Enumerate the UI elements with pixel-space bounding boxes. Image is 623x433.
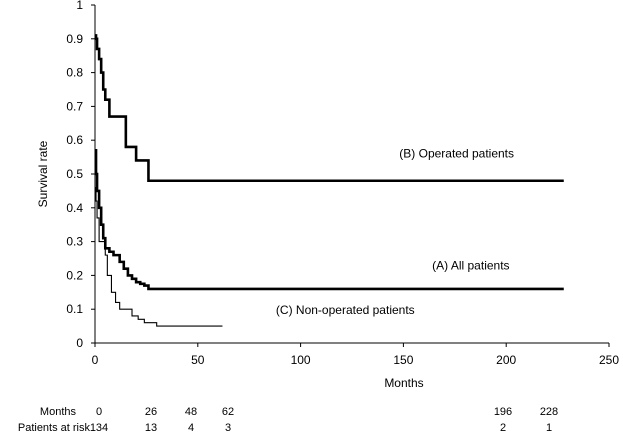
y-tick-label: 0.2	[66, 268, 83, 282]
series-line-b-operated-patients	[94, 34, 564, 183]
series-line-c-non-operated-patients	[95, 186, 223, 327]
x-tick-label: 150	[393, 353, 413, 367]
risk-month-value: 196	[494, 406, 512, 418]
series-line-a-all-patients	[94, 149, 564, 291]
axes: 0 0.1 0.2 0.3 0.4 0.5 0.6 0.7 0.8 0.9 1 0 50 100 150 20…	[36, 0, 619, 390]
y-axis-title: Survival rate	[36, 140, 50, 207]
x-tick-label: 250	[599, 353, 619, 367]
y-tick-label: 1	[76, 0, 83, 12]
series-annotation: (B) Operated patients	[399, 147, 514, 161]
risk-count-value: 1	[546, 422, 552, 433]
y-tick-label: 0.6	[66, 133, 83, 147]
y-tick-label: 0.7	[66, 99, 83, 113]
y-tick-label: 0.3	[66, 235, 83, 249]
y-tick-label: 0.4	[66, 201, 83, 215]
risk-month-value: 0	[96, 406, 102, 418]
x-tick-label: 200	[496, 353, 516, 367]
risk-row-label-months: Months	[40, 406, 77, 418]
risk-count-value: 13	[145, 422, 157, 433]
y-tick-label: 0.9	[66, 32, 83, 46]
y-tick-label: 0.8	[66, 66, 83, 80]
risk-month-value: 228	[540, 406, 558, 418]
labels-layer: (B) Operated patients (A) All patients (C)…	[276, 147, 514, 317]
risk-month-value: 48	[185, 406, 197, 418]
series-annotation: (A) All patients	[432, 258, 509, 272]
x-tick-label: 50	[191, 353, 205, 367]
series-annotation: (C) Non-operated patients	[276, 303, 415, 317]
x-axis-title: Months	[384, 376, 423, 390]
x-tick-label: 0	[92, 353, 99, 367]
risk-count-value: 2	[500, 422, 506, 433]
risk-count-value: 3	[225, 422, 231, 433]
risk-count-value: 4	[188, 422, 194, 433]
series-layer	[94, 34, 564, 327]
y-tick-label: 0	[76, 336, 83, 350]
risk-count-value: 134	[90, 422, 108, 433]
x-tick-label: 100	[291, 353, 311, 367]
risk-month-value: 62	[222, 406, 234, 418]
y-tick-label: 0.1	[66, 302, 83, 316]
risk-row-label-at-risk: Patients at risk	[18, 422, 91, 433]
risk-month-value: 26	[145, 406, 157, 418]
y-tick-label: 0.5	[66, 167, 83, 181]
